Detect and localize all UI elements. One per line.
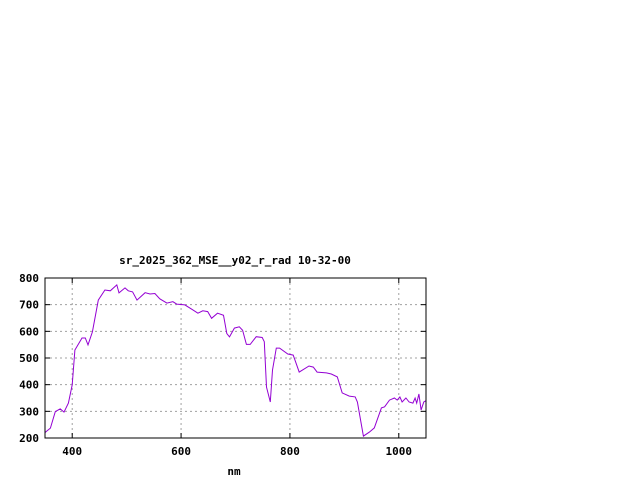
y-tick-label: 600 [19, 325, 39, 338]
grid [45, 278, 426, 438]
x-tick-label: 1000 [386, 445, 413, 458]
chart-title: sr_2025_362_MSE__y02_r_rad 10-32-00 [119, 254, 351, 267]
x-axis-label: nm [227, 465, 241, 478]
y-tick-label: 300 [19, 405, 39, 418]
y-tick-label: 500 [19, 352, 39, 365]
y-tick-label: 800 [19, 272, 39, 285]
series-line [44, 283, 427, 437]
x-axis-ticks: 400 600 800 1000 [62, 278, 412, 458]
x-tick-label: 600 [171, 445, 191, 458]
y-tick-label: 200 [19, 432, 39, 445]
x-tick-label: 400 [62, 445, 82, 458]
x-tick-label: 800 [280, 445, 300, 458]
y-tick-label: 700 [19, 299, 39, 312]
plot-border [44, 277, 427, 439]
y-axis-ticks: 200 300 400 500 600 700 800 [19, 272, 426, 445]
y-tick-label: 400 [19, 379, 39, 392]
